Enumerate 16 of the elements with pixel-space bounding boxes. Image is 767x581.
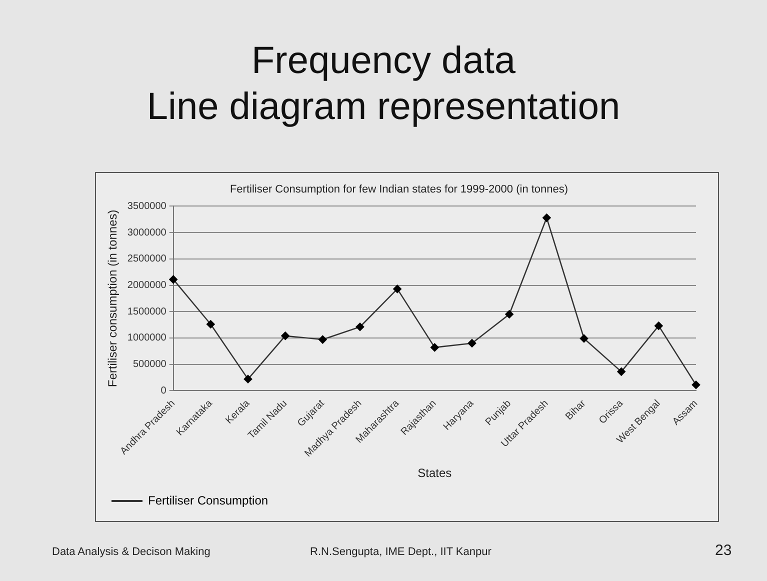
y-tick-label: 2000000 bbox=[127, 280, 167, 292]
y-tick-label: 3500000 bbox=[127, 200, 167, 212]
y-tick-label: 0 bbox=[160, 385, 167, 396]
y-axis-title: Fertiliser consumption (in tonnes) bbox=[106, 210, 120, 388]
y-tick-label: 3000000 bbox=[127, 227, 167, 238]
y-tick-label: 1500000 bbox=[127, 306, 167, 318]
y-tick-label: 1000000 bbox=[127, 332, 167, 344]
y-tick-label: 500000 bbox=[132, 359, 167, 370]
text: R.N.Sengupta, IME Dept., IIT Kanpur bbox=[310, 546, 492, 558]
chart-subtitle: Fertiliser Consumption for few Indian states for 1999-2000 (in tonnes) bbox=[230, 184, 568, 196]
x-axis-title: States bbox=[418, 466, 452, 480]
text: Data Analysis & Decison Making bbox=[52, 546, 210, 558]
chart-title: Frequency data Line diagram representation bbox=[146, 39, 622, 130]
legend-label: Fertiliser Consumption bbox=[148, 493, 268, 508]
y-tick-label: 2500000 bbox=[127, 254, 167, 265]
text: 23 bbox=[715, 542, 732, 559]
